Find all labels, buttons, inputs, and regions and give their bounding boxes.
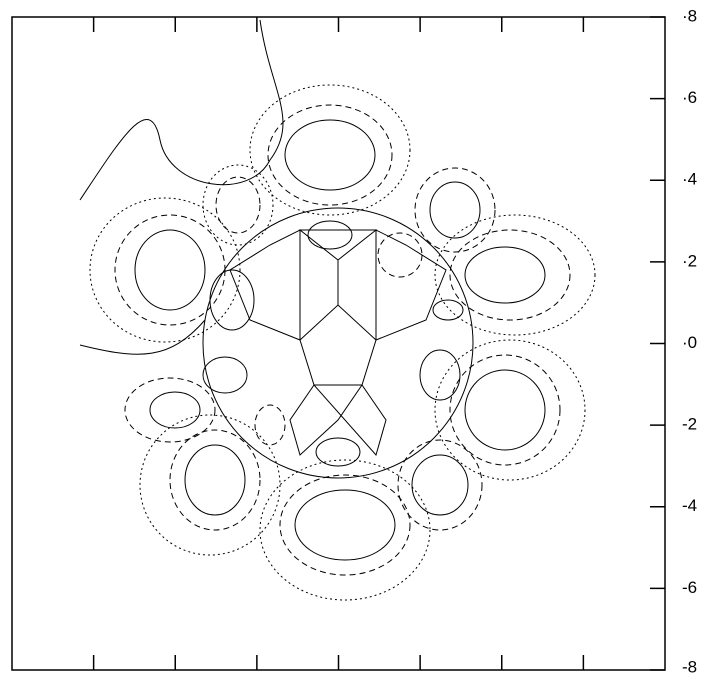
- fullerene-face: [298, 229, 378, 305]
- y-tick-label: ·6: [682, 88, 697, 107]
- y-tick-label: ·8: [682, 6, 697, 25]
- y-tick-label: ·4: [682, 170, 697, 189]
- plot-frame: [11, 16, 666, 671]
- fullerene-face: [289, 384, 387, 457]
- fullerene-face: [299, 304, 377, 386]
- y-tick-label: -2: [682, 415, 697, 434]
- fullerene-face: [375, 229, 447, 341]
- y-tick-label: -4: [682, 496, 697, 515]
- y-tick-label: ·0: [682, 333, 697, 352]
- contour-field: [79, 19, 596, 601]
- contour: [79, 319, 206, 355]
- y-tick-label: -8: [682, 657, 697, 676]
- contour: [79, 19, 284, 201]
- fullerene-face: [229, 229, 301, 341]
- fullerene-outline: [202, 207, 474, 479]
- y-tick-label: ·2: [682, 251, 697, 270]
- y-tick-label: -6: [682, 578, 697, 597]
- contour-lobes: [89, 84, 596, 601]
